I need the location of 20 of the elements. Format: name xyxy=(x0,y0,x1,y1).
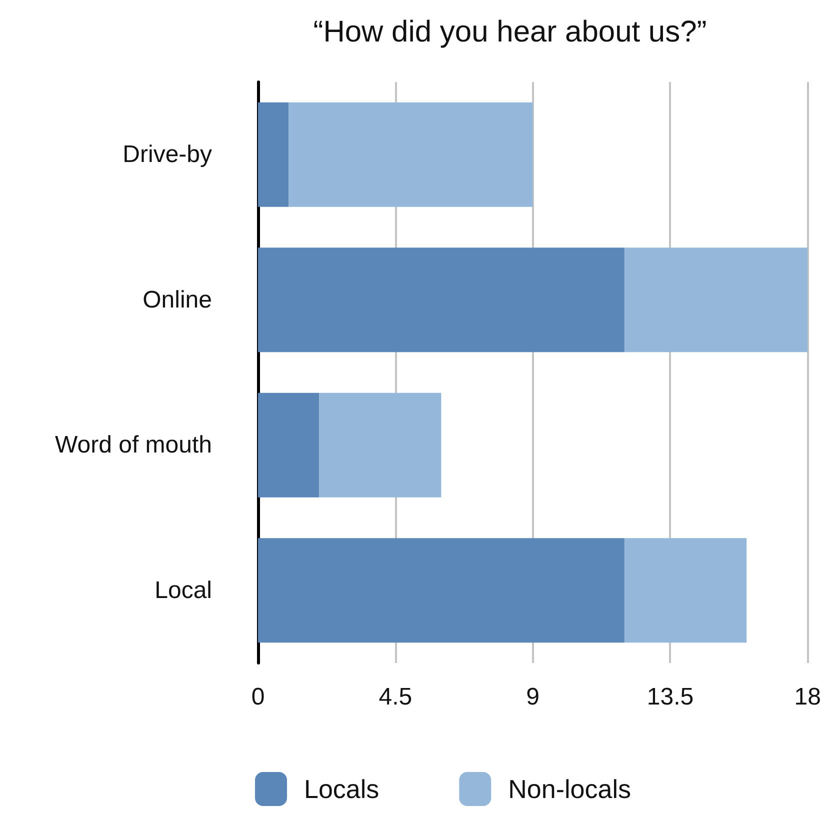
bar xyxy=(258,248,624,352)
bar xyxy=(258,392,320,498)
y-tick-label: Online xyxy=(142,286,212,314)
bar xyxy=(624,248,808,352)
x-tick-label: 9 xyxy=(526,684,540,710)
x-tick-label: 13.5 xyxy=(646,684,694,710)
bar xyxy=(258,538,624,643)
chart-title: “How did you hear about us?” xyxy=(313,16,707,48)
bar xyxy=(258,102,289,207)
x-tick-label: 18 xyxy=(794,684,822,710)
y-tick-label: Local xyxy=(154,576,212,604)
x-tick-label: 4.5 xyxy=(378,684,412,710)
legend-label: Locals xyxy=(304,774,380,804)
bar xyxy=(288,102,533,207)
legend-label: Non-locals xyxy=(508,774,631,804)
bar xyxy=(319,392,442,498)
bar xyxy=(624,538,747,643)
x-tick-label: 0 xyxy=(251,684,265,710)
y-tick-label: Drive-by xyxy=(122,141,212,168)
y-tick-label: Word of mouth xyxy=(55,432,212,459)
